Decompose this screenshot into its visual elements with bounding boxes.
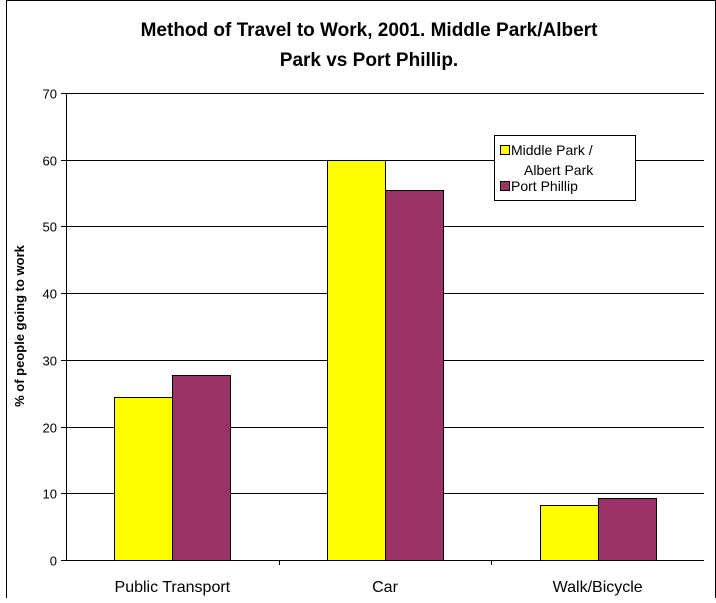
x-tick-label-car: Car	[372, 579, 398, 596]
bar-middle-park-albert-park-public-transport	[114, 397, 173, 561]
axes	[61, 93, 704, 565]
y-tick-label-60: 60	[43, 154, 57, 169]
y-tick-label-40: 40	[43, 287, 57, 302]
legend-label-middle-park-line-2: Albert Park	[524, 162, 594, 178]
legend-box	[494, 135, 636, 201]
legend-label-middle-park-line-1: Middle Park /	[511, 142, 593, 158]
chart-title-line-2: Park vs Port Phillip.	[280, 50, 458, 71]
y-tick-label-10: 10	[43, 487, 57, 502]
legend: Middle Park / Albert Park Port Phillip	[494, 135, 636, 201]
y-tick-label-50: 50	[43, 220, 57, 235]
chart-title-line-1: Method of Travel to Work, 2001. Middle P…	[141, 20, 598, 41]
x-tick-labels: Public Transport Car Walk/Bicycle	[115, 579, 643, 596]
y-tick-labels: 0 10 20 30 40 50 60 70	[43, 87, 57, 569]
y-tick-label-0: 0	[50, 554, 57, 569]
y-tick-label-70: 70	[43, 87, 57, 102]
legend-label-port-phillip: Port Phillip	[511, 178, 578, 194]
y-axis-label: % of people going to work	[12, 244, 27, 407]
bar-middle-park-albert-park-walk-bicycle	[540, 505, 599, 561]
legend-swatch-middle-park	[500, 145, 510, 155]
y-tick-label-20: 20	[43, 421, 57, 436]
x-tick-label-public-transport: Public Transport	[115, 579, 231, 596]
bar-port-phillip-walk-bicycle	[598, 498, 657, 561]
bar-port-phillip-public-transport	[172, 375, 231, 561]
bar-port-phillip-car	[385, 190, 444, 561]
y-tick-label-30: 30	[43, 354, 57, 369]
x-tick-label-walk-bicycle: Walk/Bicycle	[553, 579, 643, 596]
bar-middle-park-albert-park-car	[327, 160, 386, 561]
bars	[114, 160, 657, 561]
legend-swatch-port-phillip	[500, 181, 510, 191]
